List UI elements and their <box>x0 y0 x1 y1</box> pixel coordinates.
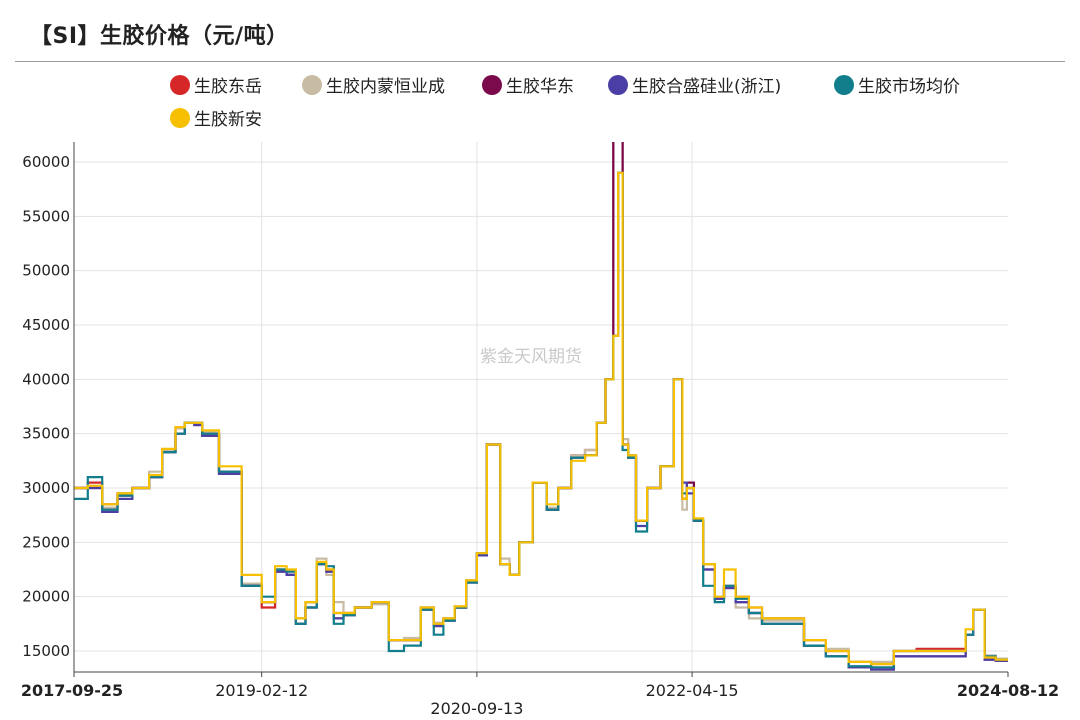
legend-swatch-icon <box>834 74 854 95</box>
legend-label: 生胶华东 <box>506 77 574 97</box>
legend-label: 生胶内蒙恒业成 <box>326 77 445 97</box>
y-tick-label: 60000 <box>22 153 70 171</box>
series-line-4 <box>74 171 1008 671</box>
series-lines <box>74 142 1008 671</box>
legend-label: 生胶市场均价 <box>858 77 960 97</box>
y-tick-label: 30000 <box>22 479 70 497</box>
y-tick-label: 55000 <box>22 207 70 225</box>
legend-item[interactable]: 生胶内蒙恒业成 <box>302 72 445 97</box>
x-tick-label: 2022-04-15 <box>645 681 739 700</box>
legend-swatch-icon <box>482 74 502 95</box>
legend-item[interactable]: 生胶市场均价 <box>834 72 960 97</box>
series-line-1 <box>74 142 1008 666</box>
legend-label: 生胶合盛硅业(浙江) <box>632 77 782 97</box>
legend-item[interactable]: 生胶华东 <box>482 72 574 97</box>
y-tick-label: 25000 <box>22 533 70 551</box>
legend-label: 生胶新安 <box>194 110 262 130</box>
watermark: 紫金天风期货 <box>480 347 582 367</box>
series-line-3 <box>74 142 1008 671</box>
chart-title: 【SI】生胶价格（元/吨） <box>30 24 289 49</box>
series-line-5 <box>74 171 1008 669</box>
legend-item[interactable]: 生胶东岳 <box>170 72 262 97</box>
y-tick-label: 45000 <box>22 316 70 334</box>
y-tick-label: 20000 <box>22 588 70 606</box>
x-tick-label: 2024-08-12 <box>956 681 1060 700</box>
legend-item[interactable]: 生胶合盛硅业(浙江) <box>608 72 781 97</box>
axes: 15000 20000 25000 30000 35000 40000 45000 50000… <box>22 142 1009 677</box>
x-tick-label: 2019-02-12 <box>215 681 309 700</box>
y-tick-label: 40000 <box>22 370 70 388</box>
legend-swatch-icon <box>170 74 190 95</box>
y-tick-label: 50000 <box>22 262 70 280</box>
y-tick-label: 15000 <box>22 642 70 660</box>
series-line-6 <box>74 171 1008 666</box>
x-tick-label: 2020-09-13 <box>430 699 524 718</box>
legend-swatch-icon <box>302 74 322 95</box>
y-tick-label: 35000 <box>22 425 70 443</box>
legend-label: 生胶东岳 <box>194 77 262 97</box>
grid <box>74 142 1008 672</box>
legend-swatch-icon <box>608 74 628 95</box>
series-line-2 <box>74 142 1008 663</box>
legend-swatch-icon <box>170 107 190 128</box>
title-divider <box>15 61 1065 62</box>
x-tick-label: 2017-09-25 <box>20 681 124 700</box>
legend-item[interactable]: 生胶新安 <box>170 105 262 130</box>
